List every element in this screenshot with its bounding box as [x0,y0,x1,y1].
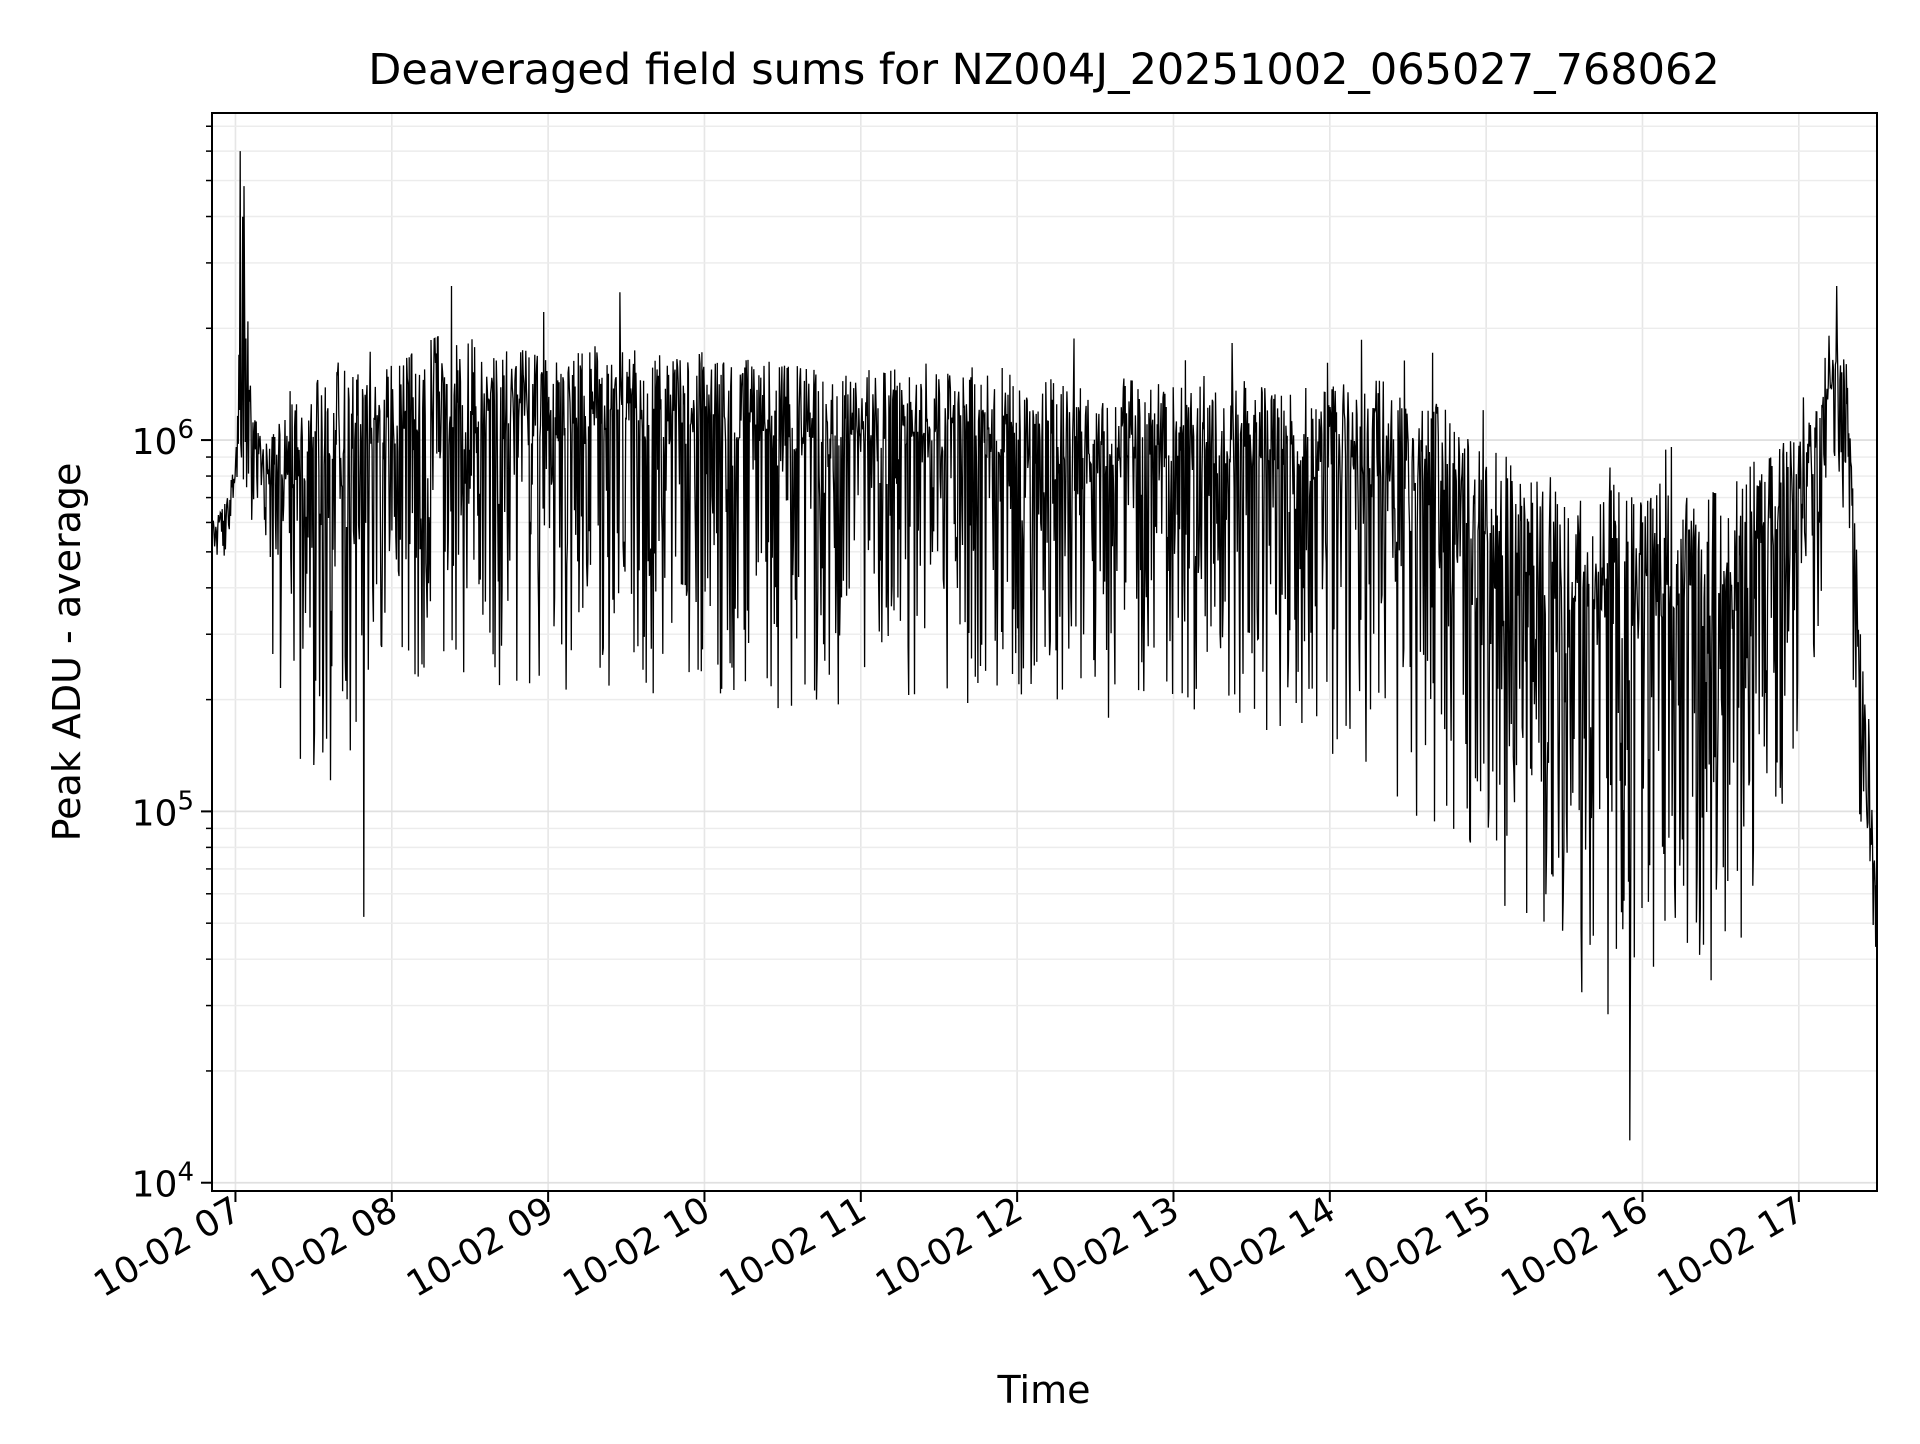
plot-frame [211,112,1878,1192]
y-tick-label: 104 [132,1158,194,1206]
series-group [211,151,1878,1141]
series-line [211,151,1878,1141]
y-axis-label: Peak ADU - average [45,463,89,842]
chart-title: Deaveraged field sums for NZ004J_2025100… [368,45,1719,95]
y-tick-label: 106 [132,415,194,463]
y-tick-label: 105 [132,786,194,834]
x-axis-label: Time [997,1368,1091,1412]
